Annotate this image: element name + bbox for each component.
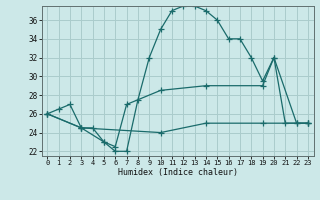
X-axis label: Humidex (Indice chaleur): Humidex (Indice chaleur): [118, 168, 237, 177]
